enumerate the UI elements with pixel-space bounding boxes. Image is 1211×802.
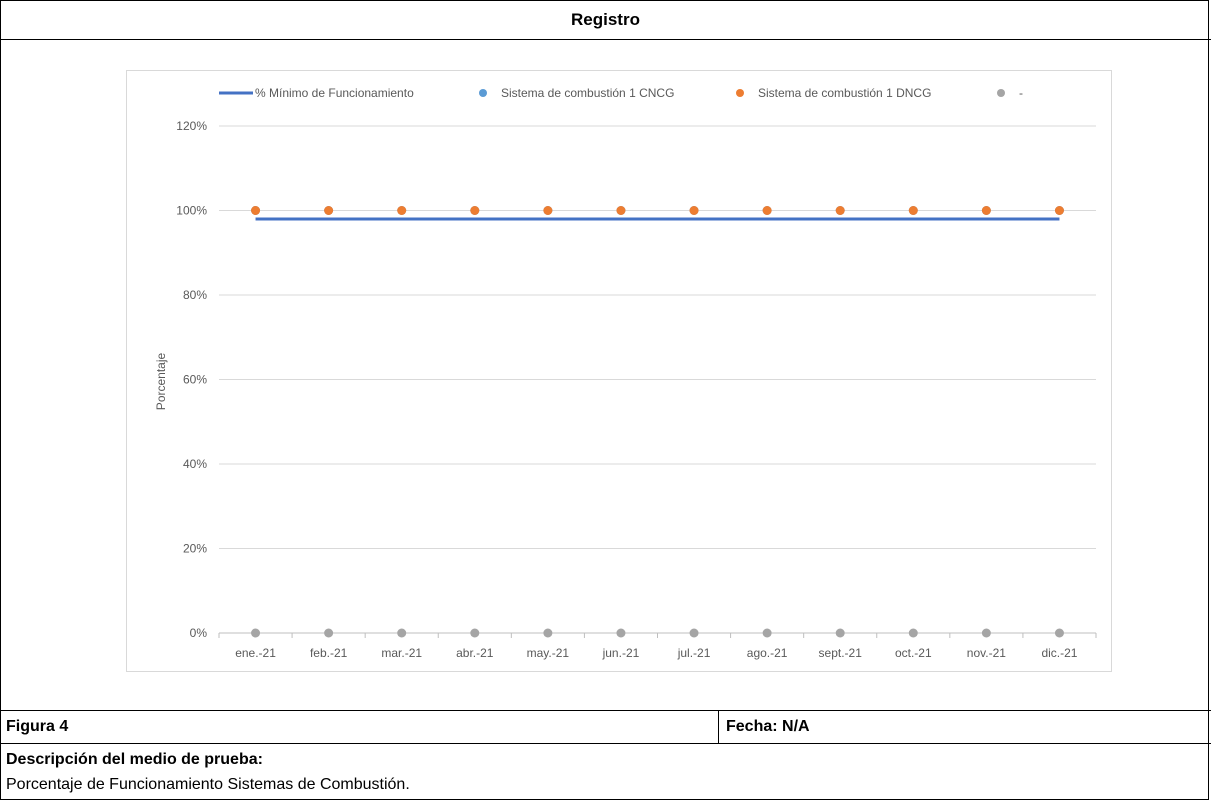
legend-label: Sistema de combustión 1 CNCG	[501, 86, 674, 100]
data-point	[616, 628, 626, 638]
legend-label: Sistema de combustión 1 DNCG	[758, 86, 931, 100]
data-point	[543, 628, 553, 638]
x-tick-label: oct.-21	[895, 646, 932, 660]
data-point	[689, 628, 699, 638]
y-tick-label: 60%	[183, 373, 207, 387]
y-tick-label: 20%	[183, 542, 207, 556]
data-point	[689, 206, 699, 215]
x-tick-label: sept.-21	[819, 646, 863, 660]
y-tick-label: 120%	[176, 119, 207, 133]
data-point	[1054, 628, 1064, 638]
x-tick-label: jun.-21	[602, 646, 640, 660]
data-point	[762, 206, 772, 215]
data-point	[324, 628, 334, 638]
data-point	[324, 206, 334, 215]
y-axis-title: Porcentaje	[154, 352, 168, 410]
data-point	[251, 206, 261, 215]
x-tick-label: ene.-21	[235, 646, 276, 660]
x-tick-label: ago.-21	[747, 646, 788, 660]
y-tick-label: 80%	[183, 288, 207, 302]
data-point	[251, 628, 261, 638]
legend-label: % Mínimo de Funcionamiento	[255, 86, 414, 100]
y-tick-label: 100%	[176, 204, 207, 218]
x-tick-label: may.-21	[527, 646, 570, 660]
y-tick-label: 0%	[190, 626, 208, 640]
chart-svg: 0% 20% 40% 60% 80% 100% 120% ene.-21 feb.-21 mar.…	[154, 86, 1097, 660]
data-point	[908, 628, 918, 638]
date-label: Fecha: N/A	[726, 718, 810, 735]
data-point	[470, 206, 480, 215]
y-tick-label: 40%	[183, 457, 207, 471]
data-point	[470, 628, 480, 638]
legend-swatch-dot	[997, 89, 1005, 97]
description-title: Descripción del medio de prueba:	[6, 751, 263, 768]
x-tick-label: mar.-21	[381, 646, 422, 660]
data-point	[1054, 206, 1064, 215]
page-title: Registro	[0, 0, 1211, 40]
data-point	[397, 628, 407, 638]
data-point	[908, 206, 918, 215]
x-tick-label: nov.-21	[967, 646, 1006, 660]
figure-row: Figura 4 Fecha: N/A	[0, 710, 1211, 744]
chart-container: 0% 20% 40% 60% 80% 100% 120% ene.-21 feb.-21 mar.…	[126, 70, 1112, 672]
data-point	[762, 628, 772, 638]
description-text: Porcentaje de Funcionamiento Sistemas de…	[6, 776, 410, 793]
legend-swatch-dot	[736, 89, 744, 97]
legend-label: -	[1019, 86, 1023, 100]
x-tick-label: abr.-21	[456, 646, 494, 660]
data-point	[397, 206, 407, 215]
data-point	[543, 206, 553, 215]
data-point	[981, 628, 991, 638]
x-tick-label: dic.-21	[1041, 646, 1077, 660]
x-tick-label: feb.-21	[310, 646, 348, 660]
data-point	[616, 206, 626, 215]
data-point	[981, 206, 991, 215]
data-point	[835, 628, 845, 638]
data-point	[835, 206, 845, 215]
row-divider	[718, 711, 719, 743]
legend-swatch-dot	[479, 89, 487, 97]
x-tick-label: jul.-21	[677, 646, 711, 660]
figure-label: Figura 4	[6, 718, 69, 735]
